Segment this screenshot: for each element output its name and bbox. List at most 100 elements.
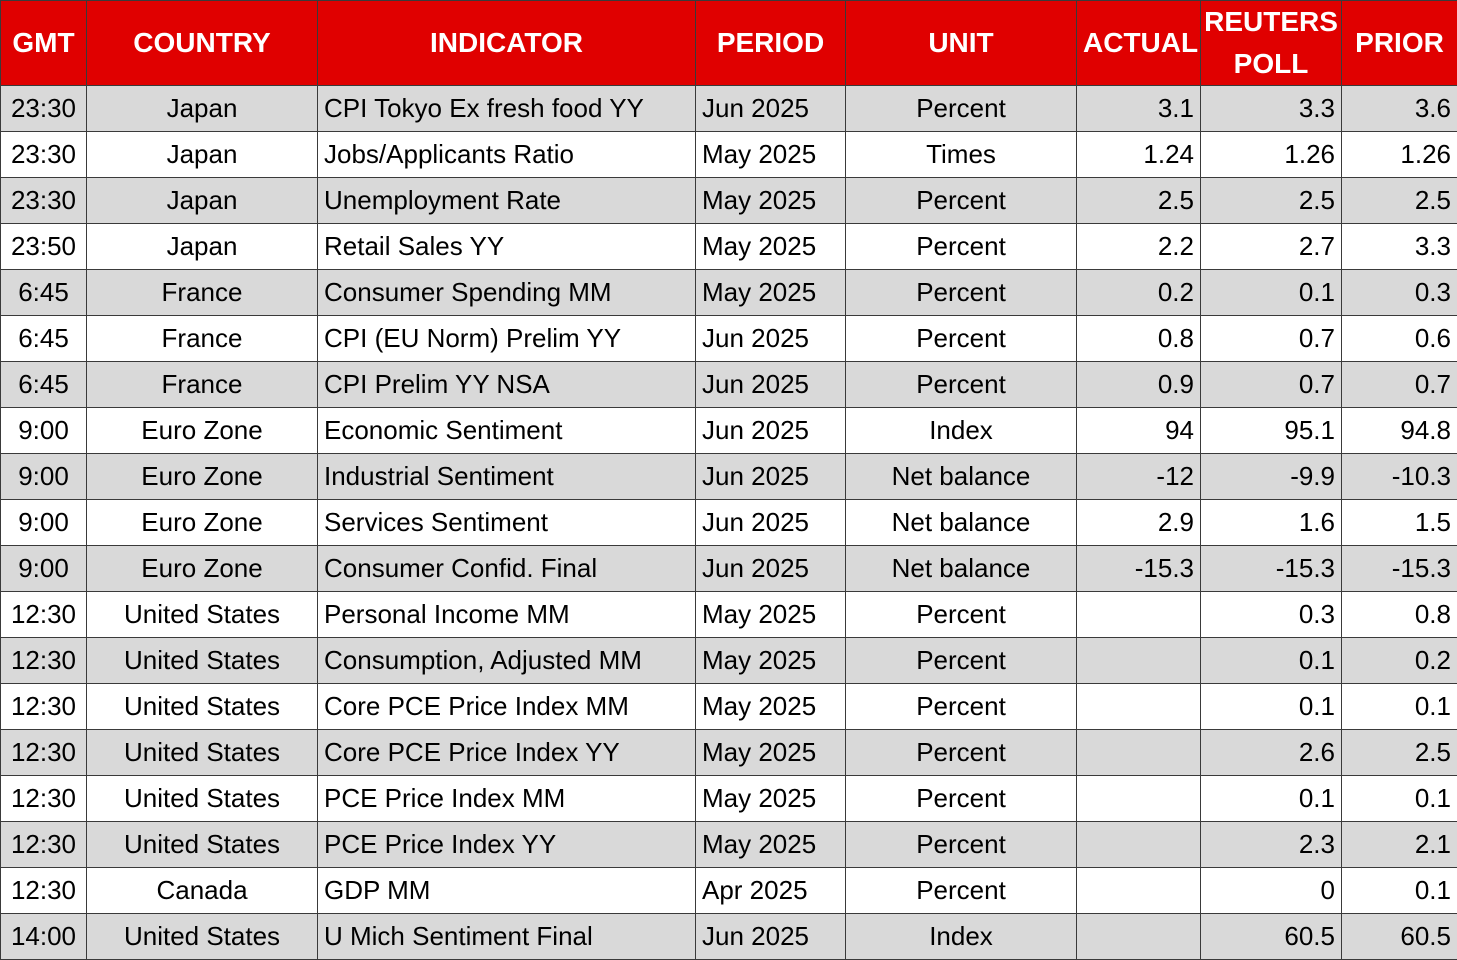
gmt-cell: 6:45 (1, 362, 87, 408)
gmt-cell: 9:00 (1, 546, 87, 592)
actual-cell: 3.1 (1077, 86, 1201, 132)
table-row: 6:45 France CPI Prelim YY NSA Jun 2025 P… (1, 362, 1457, 408)
indicator-cell: U Mich Sentiment Final (318, 914, 696, 960)
unit-cell: Net balance (846, 500, 1077, 546)
poll-cell: 0.7 (1201, 362, 1342, 408)
poll-cell: 2.3 (1201, 822, 1342, 868)
poll-cell: 0.3 (1201, 592, 1342, 638)
period-cell: May 2025 (696, 178, 846, 224)
header-indicator: INDICATOR (318, 1, 696, 86)
table-row: 23:30 Japan Jobs/Applicants Ratio May 20… (1, 132, 1457, 178)
prior-cell: 1.26 (1342, 132, 1457, 178)
table-row: 9:00 Euro Zone Economic Sentiment Jun 20… (1, 408, 1457, 454)
table-row: 12:30 United States PCE Price Index YY M… (1, 822, 1457, 868)
period-cell: Jun 2025 (696, 362, 846, 408)
unit-cell: Percent (846, 730, 1077, 776)
poll-cell: 2.7 (1201, 224, 1342, 270)
actual-cell: 0.9 (1077, 362, 1201, 408)
gmt-cell: 23:50 (1, 224, 87, 270)
country-cell: Japan (87, 224, 318, 270)
actual-cell (1077, 592, 1201, 638)
country-cell: United States (87, 914, 318, 960)
table-row: 12:30 United States PCE Price Index MM M… (1, 776, 1457, 822)
prior-cell: -15.3 (1342, 546, 1457, 592)
indicator-cell: Retail Sales YY (318, 224, 696, 270)
indicator-cell: CPI (EU Norm) Prelim YY (318, 316, 696, 362)
actual-cell (1077, 914, 1201, 960)
gmt-cell: 14:00 (1, 914, 87, 960)
period-cell: Apr 2025 (696, 868, 846, 914)
actual-cell (1077, 638, 1201, 684)
unit-cell: Percent (846, 178, 1077, 224)
indicator-cell: GDP MM (318, 868, 696, 914)
period-cell: Jun 2025 (696, 454, 846, 500)
gmt-cell: 9:00 (1, 454, 87, 500)
country-cell: United States (87, 638, 318, 684)
gmt-cell: 12:30 (1, 776, 87, 822)
unit-cell: Net balance (846, 546, 1077, 592)
poll-cell: 0.1 (1201, 776, 1342, 822)
gmt-cell: 23:30 (1, 86, 87, 132)
header-period: PERIOD (696, 1, 846, 86)
period-cell: May 2025 (696, 822, 846, 868)
header-unit: UNIT (846, 1, 1077, 86)
gmt-cell: 12:30 (1, 638, 87, 684)
unit-cell: Index (846, 914, 1077, 960)
unit-cell: Percent (846, 362, 1077, 408)
actual-cell: 1.24 (1077, 132, 1201, 178)
poll-cell: -15.3 (1201, 546, 1342, 592)
unit-cell: Times (846, 132, 1077, 178)
table-row: 6:45 France Consumer Spending MM May 202… (1, 270, 1457, 316)
country-cell: Euro Zone (87, 454, 318, 500)
poll-cell: 60.5 (1201, 914, 1342, 960)
prior-cell: -10.3 (1342, 454, 1457, 500)
period-cell: May 2025 (696, 776, 846, 822)
actual-cell: 94 (1077, 408, 1201, 454)
poll-cell: 0.1 (1201, 684, 1342, 730)
period-cell: Jun 2025 (696, 500, 846, 546)
period-cell: May 2025 (696, 592, 846, 638)
period-cell: May 2025 (696, 684, 846, 730)
table-row: 14:00 United States U Mich Sentiment Fin… (1, 914, 1457, 960)
country-cell: Canada (87, 868, 318, 914)
actual-cell: -15.3 (1077, 546, 1201, 592)
poll-cell: 1.26 (1201, 132, 1342, 178)
prior-cell: 3.3 (1342, 224, 1457, 270)
country-cell: United States (87, 776, 318, 822)
gmt-cell: 23:30 (1, 132, 87, 178)
period-cell: May 2025 (696, 730, 846, 776)
actual-cell: 2.5 (1077, 178, 1201, 224)
gmt-cell: 12:30 (1, 730, 87, 776)
actual-cell: -12 (1077, 454, 1201, 500)
actual-cell: 0.2 (1077, 270, 1201, 316)
prior-cell: 94.8 (1342, 408, 1457, 454)
indicator-cell: Economic Sentiment (318, 408, 696, 454)
header-gmt: GMT (1, 1, 87, 86)
period-cell: May 2025 (696, 224, 846, 270)
poll-cell: 0 (1201, 868, 1342, 914)
gmt-cell: 23:30 (1, 178, 87, 224)
header-actual: ACTUAL (1077, 1, 1201, 86)
prior-cell: 0.3 (1342, 270, 1457, 316)
prior-cell: 3.6 (1342, 86, 1457, 132)
table-row: 9:00 Euro Zone Industrial Sentiment Jun … (1, 454, 1457, 500)
table-row: 12:30 Canada GDP MM Apr 2025 Percent 0 0… (1, 868, 1457, 914)
gmt-cell: 6:45 (1, 316, 87, 362)
poll-cell: 0.1 (1201, 270, 1342, 316)
indicator-cell: CPI Prelim YY NSA (318, 362, 696, 408)
prior-cell: 0.7 (1342, 362, 1457, 408)
country-cell: France (87, 362, 318, 408)
actual-cell (1077, 822, 1201, 868)
period-cell: Jun 2025 (696, 546, 846, 592)
country-cell: France (87, 270, 318, 316)
poll-cell: 2.6 (1201, 730, 1342, 776)
poll-cell: -9.9 (1201, 454, 1342, 500)
table-row: 9:00 Euro Zone Services Sentiment Jun 20… (1, 500, 1457, 546)
unit-cell: Percent (846, 638, 1077, 684)
country-cell: Japan (87, 86, 318, 132)
unit-cell: Index (846, 408, 1077, 454)
prior-cell: 0.1 (1342, 684, 1457, 730)
indicator-cell: Core PCE Price Index YY (318, 730, 696, 776)
indicator-cell: Jobs/Applicants Ratio (318, 132, 696, 178)
poll-cell: 2.5 (1201, 178, 1342, 224)
